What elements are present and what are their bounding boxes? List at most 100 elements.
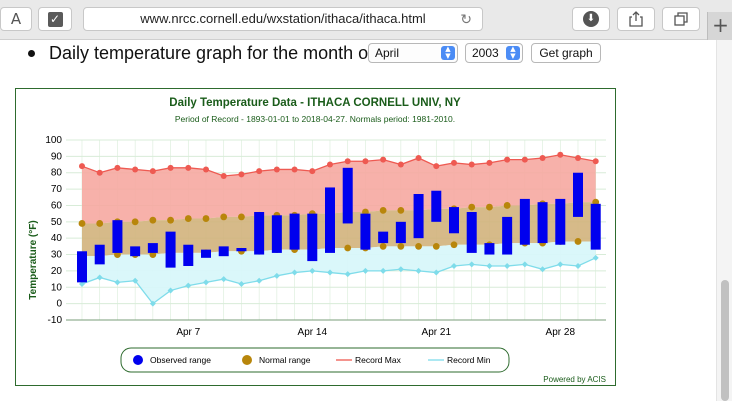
legend-observed-label: Observed range (150, 355, 211, 365)
record-max-point (380, 156, 387, 163)
record-min-point (521, 261, 528, 268)
url-text: www.nrcc.cornell.edu/wxstation/ithaca/it… (140, 11, 426, 26)
scroll-thumb[interactable] (721, 280, 729, 401)
observed-bar (342, 167, 353, 224)
y-tick-label: 60 (51, 200, 63, 211)
month-select[interactable]: April ▲ ▼ (368, 43, 458, 63)
y-tick-label: -10 (48, 315, 63, 326)
record-min-line (81, 257, 596, 305)
record-min-point (114, 279, 121, 286)
record-min-point (149, 300, 156, 307)
address-bar[interactable]: www.nrcc.cornell.edu/wxstation/ithaca/it… (83, 7, 483, 31)
form-label: Daily temperature graph for the month of… (49, 42, 379, 63)
record-max-point (415, 155, 422, 161)
record-min-point (238, 281, 245, 287)
get-graph-button[interactable]: Get graph (531, 43, 601, 63)
record-min-point (592, 254, 599, 261)
observed-bar (77, 251, 87, 283)
observed-bar (590, 203, 601, 250)
y-tick-label: 100 (45, 135, 62, 146)
plus-icon: + (712, 13, 729, 37)
record-min-point (575, 263, 581, 269)
download-icon: ⬇ (583, 11, 599, 27)
record-min-point (362, 267, 369, 274)
normal-low-point (379, 242, 387, 250)
normal-high-point (184, 215, 192, 222)
normal-high-point (167, 216, 174, 224)
record-max-point (167, 164, 174, 171)
year-select[interactable]: 2003 ▲ ▼ (465, 43, 523, 63)
y-tick-label: 10 (51, 282, 63, 293)
normal-high-point (468, 203, 476, 211)
year-value: 2003 (472, 46, 499, 60)
observed-bar (449, 207, 459, 234)
legend-box (120, 347, 510, 373)
record-min-point (309, 267, 316, 274)
record-min-point (96, 274, 103, 281)
record-min-point (167, 287, 174, 294)
record-min-point (557, 261, 564, 268)
observed-bar (555, 198, 566, 245)
record-max-point (79, 163, 85, 170)
normal-low-point (574, 238, 582, 245)
record-max-point (575, 155, 581, 161)
record-min-point (220, 276, 227, 283)
record-min-point (79, 281, 85, 287)
record-max-point (468, 161, 475, 168)
observed-bar (218, 246, 229, 257)
record-max-area (82, 154, 596, 224)
bullet-icon (28, 49, 35, 57)
observed-bar (201, 249, 211, 258)
show-tabs-button[interactable] (662, 7, 700, 31)
normal-high-point (486, 203, 493, 211)
observed-bar (519, 198, 530, 245)
observed-bar (431, 190, 442, 222)
y-tick-label: 20 (51, 266, 63, 277)
normal-high-point (202, 215, 210, 222)
record-min-point (185, 282, 192, 289)
observed-bar (254, 212, 265, 255)
record-max-point (327, 161, 333, 168)
observed-bar (147, 243, 158, 253)
range-areas (82, 154, 596, 304)
legend-record-max-label: Record Max (355, 355, 402, 365)
normal-low-point (450, 241, 458, 249)
extension-button[interactable]: ✓ (38, 7, 72, 31)
x-tick-label: Apr 21 (422, 327, 452, 338)
tabs-icon (674, 12, 688, 26)
record-min-point (486, 263, 493, 269)
observed-bars (77, 167, 601, 283)
normal-high-point (78, 220, 86, 227)
record-max-point (451, 159, 457, 166)
normal-high-point (149, 216, 157, 224)
normal-high-point (379, 206, 387, 214)
legend-normal-label: Normal range (259, 355, 311, 365)
observed-bar (325, 187, 335, 253)
x-tick-label: Apr 14 (298, 327, 328, 338)
y-tick-label: 70 (51, 184, 63, 195)
x-tick-label: Apr 7 (176, 327, 200, 338)
reader-view-button[interactable]: A (0, 7, 32, 31)
observed-bar (307, 213, 318, 262)
y-tick-label: 0 (56, 299, 62, 310)
normal-low-point (397, 242, 405, 250)
reload-icon[interactable]: ↻ (460, 11, 472, 27)
y-tick-label: 40 (51, 233, 63, 244)
downloads-button[interactable]: ⬇ (572, 7, 610, 31)
form-row: Daily temperature graph for the month of… (22, 42, 378, 64)
record-max-point (521, 156, 528, 163)
share-button[interactable] (617, 7, 655, 31)
record-min-point (451, 263, 457, 269)
record-min-point (397, 266, 404, 273)
page-scrollbar[interactable] (716, 40, 732, 401)
new-tab-button[interactable]: + (707, 12, 732, 40)
record-lines (79, 151, 599, 307)
axes: -10 0 10 20 30 40 50 60 70 80 90 100 Apr 7 Apr 14 Apr … (45, 135, 606, 338)
observed-bar (502, 216, 513, 255)
observed-bar (537, 202, 548, 244)
browser-toolbar: A ✓ www.nrcc.cornell.edu/wxstation/ithac… (0, 0, 732, 40)
record-min-point (132, 277, 139, 284)
checkmark-icon: ✓ (47, 11, 63, 27)
record-max-point (132, 166, 139, 173)
chart-title: Daily Temperature Data - ITHACA CORNELL … (169, 97, 461, 109)
